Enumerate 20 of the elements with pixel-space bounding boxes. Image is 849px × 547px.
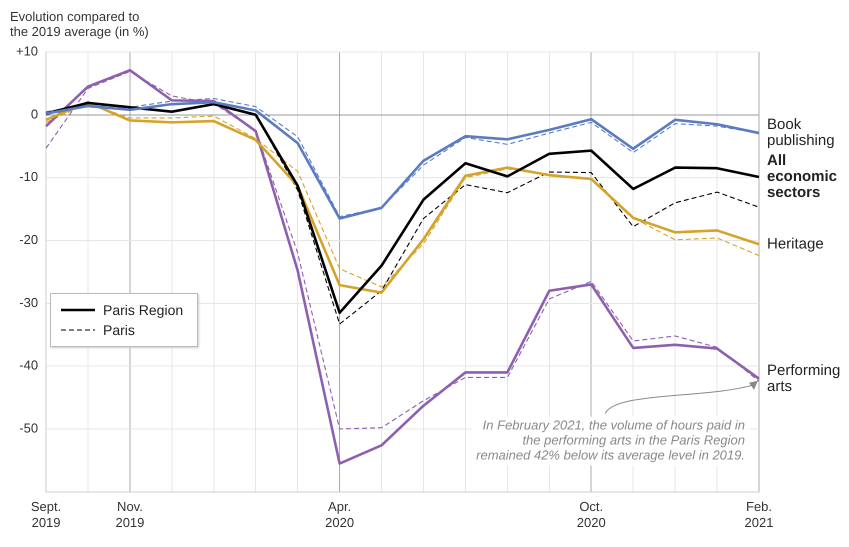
x-tick-label: Feb. 2021 [744,499,774,530]
annotation: Paris [103,322,135,338]
y-tick-label: -10 [19,169,38,184]
y-tick-label: -50 [19,420,38,436]
y-tick-label: -20 [19,232,38,248]
series-label: Heritage [767,235,824,252]
y-tick-label: -40 [19,358,38,373]
y-tick-label: 0 [30,106,38,122]
x-tick-label: Apr. 2020 [325,499,354,530]
annotation: In February 2021, the volume of hours paid in the performing arts in the Paris Region remained 42% below its average level in 2019. [476,418,745,463]
x-tick-label: Sept. 2019 [30,499,62,530]
y-tick-label: -30 [19,294,38,310]
x-tick-label: Nov. 2019 [115,499,144,530]
series-label: All economic sectors [767,152,838,202]
series-label: Performing arts [767,362,840,395]
y-axis-title: Evolution compared to the 2019 average (in %) [10,9,149,40]
x-tick-label: Oct. 2020 [576,499,606,530]
annotation: Paris Region [103,302,184,318]
y-tick-label: +10 [16,44,38,59]
series-label: Book publishing [767,116,835,150]
